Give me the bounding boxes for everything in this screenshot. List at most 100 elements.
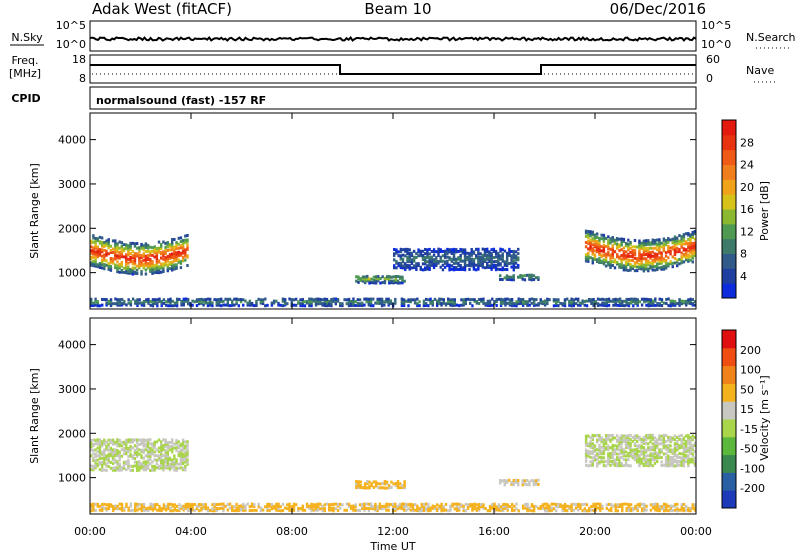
power-cell bbox=[490, 258, 493, 262]
power-cell bbox=[432, 266, 436, 270]
velocity-cell bbox=[638, 457, 641, 461]
velocity-cell bbox=[634, 504, 637, 508]
velocity-cell bbox=[517, 479, 520, 483]
power-cell bbox=[505, 254, 509, 258]
velocity-cell bbox=[667, 509, 670, 513]
velocity-cell bbox=[525, 479, 529, 483]
power-cell bbox=[170, 260, 174, 264]
velocity-cell bbox=[621, 507, 624, 511]
velocity-cell bbox=[503, 480, 506, 484]
power-cell bbox=[676, 264, 679, 268]
velocity-cell bbox=[231, 509, 234, 513]
velocity-cell bbox=[107, 464, 110, 468]
velocity-cell bbox=[168, 464, 172, 468]
power-cell bbox=[689, 245, 692, 249]
velocity-cell bbox=[422, 502, 426, 506]
power-cell bbox=[193, 300, 196, 304]
power-cell bbox=[323, 297, 326, 301]
velocity-cell bbox=[673, 458, 677, 462]
power-cell bbox=[656, 258, 659, 262]
power-cell bbox=[231, 301, 234, 305]
power-cell bbox=[503, 260, 507, 264]
velocity-cell bbox=[667, 438, 670, 442]
velocity-cell bbox=[206, 506, 210, 510]
velocity-cell bbox=[175, 440, 178, 444]
power-cell bbox=[647, 255, 650, 259]
power-cell bbox=[651, 254, 654, 258]
velocity-cell bbox=[116, 504, 119, 508]
power-cell bbox=[396, 275, 400, 279]
power-cell bbox=[416, 304, 419, 308]
power-cell bbox=[441, 263, 445, 267]
velocity-cell bbox=[257, 502, 260, 506]
velocity-cell bbox=[131, 508, 135, 512]
velocity-cell bbox=[678, 460, 681, 464]
power-cell bbox=[368, 278, 371, 282]
power-cell bbox=[180, 303, 183, 307]
power-cell bbox=[482, 300, 485, 304]
power-cell bbox=[656, 252, 659, 256]
velocity-cell bbox=[184, 458, 187, 462]
velocity-cell bbox=[120, 506, 124, 510]
power-cell bbox=[497, 253, 500, 257]
velocity-cell bbox=[664, 444, 668, 448]
power-cell bbox=[483, 257, 487, 261]
velocity-cell bbox=[570, 503, 573, 507]
velocity-cell bbox=[368, 484, 371, 488]
velocity-cell bbox=[215, 506, 219, 510]
power-cell bbox=[490, 262, 493, 266]
power-cell bbox=[168, 256, 172, 260]
power-cell bbox=[603, 303, 606, 307]
velocity-cell bbox=[649, 440, 652, 444]
velocity-cell bbox=[687, 438, 690, 442]
power-cell bbox=[316, 299, 320, 303]
power-cell bbox=[622, 239, 626, 243]
power-cell bbox=[468, 264, 471, 268]
power-cell bbox=[483, 266, 487, 270]
velocity-colorbar-frame bbox=[721, 329, 737, 509]
velocity-cell bbox=[266, 502, 269, 506]
power-cell bbox=[424, 247, 427, 251]
velocity-cell bbox=[378, 506, 382, 510]
velocity-cell bbox=[140, 454, 143, 458]
velocity-cell bbox=[100, 460, 104, 464]
velocity-cell bbox=[153, 466, 156, 470]
power-cell bbox=[472, 258, 476, 262]
power-cell bbox=[430, 255, 434, 259]
velocity-cell bbox=[259, 508, 263, 512]
power-cell bbox=[381, 281, 384, 285]
power-cell bbox=[450, 257, 453, 261]
power-cell bbox=[432, 248, 436, 252]
velocity-cell bbox=[602, 441, 606, 445]
power-cell bbox=[539, 301, 542, 305]
power-cell bbox=[587, 241, 590, 245]
velocity-cell bbox=[613, 460, 617, 464]
velocity-cell bbox=[442, 508, 445, 512]
power-cell bbox=[142, 264, 145, 268]
velocity-cell bbox=[283, 506, 287, 510]
velocity-cell bbox=[109, 450, 113, 454]
power-cell bbox=[413, 301, 417, 305]
power-cell bbox=[589, 238, 592, 242]
velocity-cell bbox=[524, 506, 527, 510]
power-cell bbox=[633, 245, 637, 249]
velocity-cell bbox=[669, 456, 672, 460]
power-cell bbox=[94, 259, 97, 263]
velocity-cell bbox=[691, 454, 694, 458]
power-cell bbox=[632, 304, 635, 308]
power-cell bbox=[523, 278, 527, 282]
power-cell bbox=[649, 246, 652, 250]
velocity-cell bbox=[653, 458, 657, 462]
velocity-cell bbox=[175, 460, 178, 464]
power-cell bbox=[94, 246, 97, 250]
velocity-cell bbox=[109, 503, 113, 507]
power-cell bbox=[261, 302, 265, 306]
power-cell bbox=[605, 301, 609, 305]
velocity-cell bbox=[598, 443, 601, 447]
power-cell bbox=[173, 301, 177, 305]
power-cell bbox=[689, 297, 692, 301]
power-cell bbox=[410, 251, 414, 255]
velocity-cell bbox=[292, 502, 296, 506]
velocity-cell bbox=[125, 444, 128, 448]
power-cell bbox=[461, 250, 465, 254]
